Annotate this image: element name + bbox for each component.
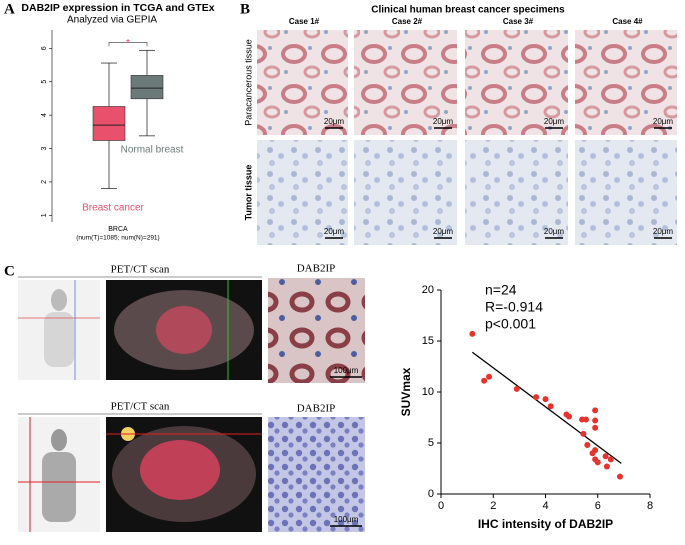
scale-bar-label: 20μm <box>653 117 674 126</box>
tissue-image <box>354 30 457 135</box>
y-tick-label: 5 <box>428 437 434 449</box>
y-tick-label: 15 <box>422 335 434 347</box>
point <box>582 416 589 423</box>
x-tick-label: 2 <box>490 500 496 512</box>
pet-shape <box>44 312 74 367</box>
y-tick-label: 0 <box>428 488 434 500</box>
note: (num(T)=1085; num(N)=291) <box>76 235 159 242</box>
annotation: n=24 <box>485 282 517 298</box>
point <box>616 473 623 480</box>
ihc-image <box>268 417 365 532</box>
panel-label: B <box>240 1 250 17</box>
pet-shape <box>51 289 67 311</box>
point <box>584 442 591 449</box>
pet-shape <box>51 429 67 451</box>
boxplot: DAB2IP expression in TCGA and GTExAnalyz… <box>21 2 214 242</box>
point <box>592 417 599 424</box>
significance: * <box>126 37 131 49</box>
box <box>92 106 126 141</box>
point <box>542 396 549 403</box>
y-tick-label: 2 <box>41 180 48 184</box>
scale-bar-label: 20μm <box>324 117 345 126</box>
column-label: Case 3# <box>503 17 534 26</box>
trendline <box>471 351 622 464</box>
row-label: Tumor tissue <box>243 165 253 221</box>
tissue-image <box>465 30 568 135</box>
tissue-image <box>354 140 457 245</box>
ihc-image <box>268 278 365 383</box>
x-tick-label: 8 <box>647 500 653 512</box>
scale-bar-label: 100μm <box>334 515 359 524</box>
panel-label: C <box>4 263 15 279</box>
image-caption: DAB2IP <box>297 403 336 415</box>
significance-bracket <box>108 42 148 47</box>
ct-shape <box>140 440 220 500</box>
tissue-image <box>575 30 677 135</box>
tissue-image <box>257 140 348 245</box>
point <box>607 456 614 463</box>
point <box>592 407 599 414</box>
point <box>602 453 609 460</box>
point <box>566 413 573 420</box>
point <box>589 450 596 457</box>
x-axis-label: IHC intensity of DAB2IP <box>478 517 613 531</box>
panel-b-images: Case 1# Case 2# Case 3# Case 4# Paracancerou… <box>243 17 677 245</box>
annotation: p<0.001 <box>485 316 536 332</box>
y-axis-label: SUVmax <box>399 367 413 416</box>
y-tick-label: 6 <box>41 46 48 50</box>
scale-bar-label: 20μm <box>324 227 345 236</box>
pet-shape <box>42 452 76 522</box>
point <box>533 394 540 401</box>
tissue-image <box>465 140 568 245</box>
image-caption: DAB2IP <box>297 263 336 275</box>
scale-bar-label: 20μm <box>544 117 565 126</box>
x-tick-label: 6 <box>595 500 601 512</box>
y-tick-label: 20 <box>422 284 434 296</box>
scale-bar-label: 20μm <box>544 227 565 236</box>
y-tick-label: 5 <box>41 80 48 84</box>
x-tick-label: 0 <box>438 500 444 512</box>
point <box>594 459 601 466</box>
chart-subtitle: Analyzed via GEPIA <box>67 15 157 26</box>
x-tick-label: 4 <box>542 500 548 512</box>
y-tick-label: 10 <box>422 386 434 398</box>
ct-shape <box>156 306 212 354</box>
y-tick-label: 3 <box>41 146 48 150</box>
panel-label: A <box>4 1 15 17</box>
point <box>486 373 493 380</box>
category-label: Breast cancer <box>82 203 144 214</box>
scatter-plot: 0 2 4 6 8 0 5 10 15 20 IHC intensity of DAB2IP SUVm… <box>399 282 653 531</box>
tissue-image <box>257 30 348 135</box>
x-axis-label: BRCA <box>108 226 128 233</box>
scale-bar-label: 20μm <box>433 227 454 236</box>
column-label: Case 4# <box>612 17 643 26</box>
y-tick-label: 4 <box>41 113 48 117</box>
image-caption: PET/CT scan <box>111 401 170 413</box>
scale-bar-label: 100μm <box>334 366 359 375</box>
point <box>513 385 520 392</box>
point <box>481 377 488 384</box>
point <box>580 430 587 437</box>
box <box>130 75 164 100</box>
chart-title: DAB2IP expression in TCGA and GTEx <box>21 2 214 14</box>
y-tick-label: 1 <box>41 213 48 217</box>
panel-title: Clinical human breast cancer specimens <box>371 5 565 16</box>
annotation: R=-0.914 <box>485 299 543 315</box>
row-label: Paracancerous tissue <box>243 39 253 126</box>
column-label: Case 1# <box>289 17 320 26</box>
point <box>603 463 610 470</box>
point <box>592 424 599 431</box>
category-label: Normal breast <box>121 145 184 156</box>
scale-bar-label: 20μm <box>433 117 454 126</box>
tissue-image <box>575 140 677 245</box>
image-caption: PET/CT scan <box>111 264 170 276</box>
point <box>469 330 476 337</box>
scale-bar-label: 20μm <box>653 227 674 236</box>
column-label: Case 2# <box>392 17 423 26</box>
point <box>547 403 554 410</box>
panel-c-images: PET/CT scan 100μm DAB2IP PET/CT scan 100… <box>18 263 365 532</box>
